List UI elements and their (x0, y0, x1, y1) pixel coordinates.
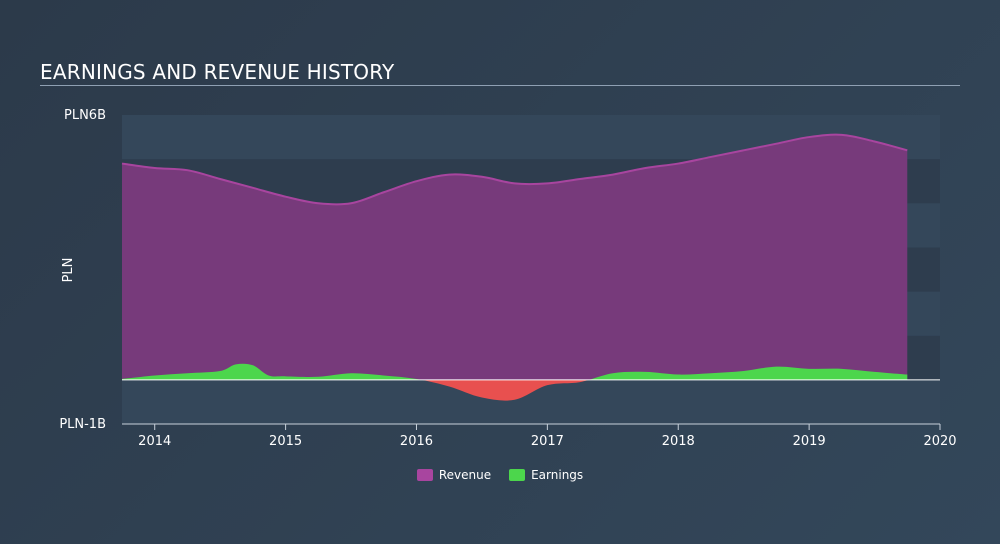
legend-revenue-label: Revenue (438, 468, 492, 482)
series-areas (121, 133, 908, 401)
x-tick-label: 2019 (793, 434, 826, 449)
legend-item-earnings[interactable]: Earnings (509, 468, 583, 482)
revenue-area (122, 134, 908, 380)
chart-title: EARNINGS AND REVENUE HISTORY (40, 60, 395, 84)
revenue-line (121, 133, 908, 206)
legend: Revenue Earnings (0, 468, 1000, 482)
revenue-swatch (416, 469, 433, 481)
x-tick-label: 2018 (662, 434, 695, 449)
earnings-swatch (509, 469, 526, 481)
x-tick-label: 2020 (923, 434, 956, 449)
y-tick-label-bottom: PLN-1B (59, 417, 106, 432)
y-tick-label-top: PLN6B (64, 108, 106, 123)
x-tick-label: 2017 (531, 434, 564, 449)
title-divider (40, 85, 960, 86)
axes: 2014 2015 2016 2017 2018 2019 2020 PLN6B PLN-1B (59, 108, 956, 449)
x-tick-label: 2016 (400, 434, 433, 449)
legend-item-revenue[interactable]: Revenue (416, 468, 492, 482)
legend-earnings-label: Earnings (531, 468, 584, 482)
y-axis-label: PLN (61, 258, 76, 283)
earnings-area-negative (421, 379, 590, 401)
earnings-area-positive (122, 363, 908, 380)
x-tick-label: 2015 (269, 434, 302, 449)
x-tick-label: 2014 (138, 434, 171, 449)
